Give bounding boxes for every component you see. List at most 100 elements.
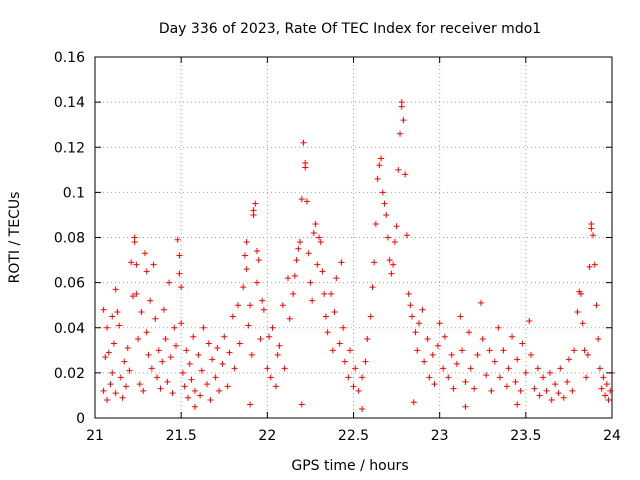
data-point (419, 306, 426, 313)
data-point (236, 340, 243, 347)
data-point (374, 175, 381, 182)
data-point (172, 342, 179, 349)
data-point (136, 381, 143, 388)
y-tick-label: 0.16 (54, 50, 85, 66)
data-point (128, 259, 135, 266)
data-point (100, 387, 107, 394)
data-point (536, 392, 543, 399)
data-point (216, 387, 223, 394)
data-point (340, 324, 347, 331)
data-point (183, 347, 190, 354)
data-point (241, 252, 248, 259)
data-point (229, 313, 236, 320)
data-point (407, 302, 414, 309)
data-point (352, 365, 359, 372)
data-point (565, 356, 572, 363)
data-point (102, 354, 109, 361)
data-point (298, 196, 305, 203)
data-point (297, 239, 304, 246)
data-point (243, 266, 250, 273)
data-point (260, 306, 267, 313)
y-tick-labels: 0 0.02 0.04 0.06 0.08 0.1 0.12 0.14 0.16 (54, 50, 85, 427)
data-point (577, 290, 584, 297)
data-point (488, 387, 495, 394)
x-tick-label: 24 (603, 428, 621, 444)
data-point (312, 220, 319, 227)
data-point (219, 360, 226, 367)
data-points (100, 99, 615, 412)
data-point (465, 329, 472, 336)
data-point (486, 347, 493, 354)
data-point (109, 313, 116, 320)
data-point (129, 293, 136, 300)
data-point (505, 365, 512, 372)
data-point (362, 358, 369, 365)
x-axis-label: GPS time / hours (291, 458, 408, 474)
data-point (298, 401, 305, 408)
data-point (474, 351, 481, 358)
data-point (247, 302, 254, 309)
data-point (112, 286, 119, 293)
data-point (595, 336, 602, 343)
data-point (181, 383, 188, 390)
data-point (279, 302, 286, 309)
data-point (391, 239, 398, 246)
data-point (564, 378, 571, 385)
data-point (424, 336, 431, 343)
data-point (266, 333, 273, 340)
data-point (450, 385, 457, 392)
data-point (393, 223, 400, 230)
data-point (255, 257, 262, 264)
data-point (410, 399, 417, 406)
data-point (179, 369, 186, 376)
data-point (483, 372, 490, 379)
data-point (119, 394, 126, 401)
data-point (104, 324, 111, 331)
data-point (478, 299, 485, 306)
y-tick-label: 0.06 (54, 276, 85, 292)
data-point (169, 390, 176, 397)
data-point (235, 302, 242, 309)
data-point (243, 239, 250, 246)
data-point (331, 308, 338, 315)
data-point (596, 365, 603, 372)
data-point (138, 308, 145, 315)
data-point (421, 358, 428, 365)
data-point (253, 279, 260, 286)
chart-title: Day 336 of 2023, Rate Of TEC Index for r… (159, 21, 541, 37)
data-point (324, 329, 331, 336)
data-point (309, 297, 316, 304)
data-point (514, 401, 521, 408)
data-point (159, 358, 166, 365)
data-point (126, 367, 133, 374)
data-point (321, 290, 328, 297)
data-point (276, 342, 283, 349)
y-tick-label: 0.04 (54, 321, 85, 337)
data-point (307, 279, 314, 286)
data-point (112, 390, 119, 397)
x-tick-label: 22.5 (338, 428, 369, 444)
data-point (471, 385, 478, 392)
data-point (191, 403, 198, 410)
data-point (569, 387, 576, 394)
grid-lines (95, 57, 612, 418)
data-point (557, 365, 564, 372)
data-point (384, 234, 391, 241)
data-point (154, 374, 161, 381)
y-tick-label: 0 (76, 411, 85, 427)
data-point (117, 374, 124, 381)
data-point (302, 160, 309, 167)
data-point (540, 374, 547, 381)
data-point (205, 340, 212, 347)
data-point (509, 333, 516, 340)
data-point (155, 347, 162, 354)
data-point (162, 336, 169, 343)
data-point (293, 257, 300, 264)
data-point (379, 189, 386, 196)
data-point (514, 356, 521, 363)
data-point (264, 365, 271, 372)
data-point (336, 340, 343, 347)
data-point (121, 358, 128, 365)
data-point (412, 329, 419, 336)
data-point (367, 313, 374, 320)
